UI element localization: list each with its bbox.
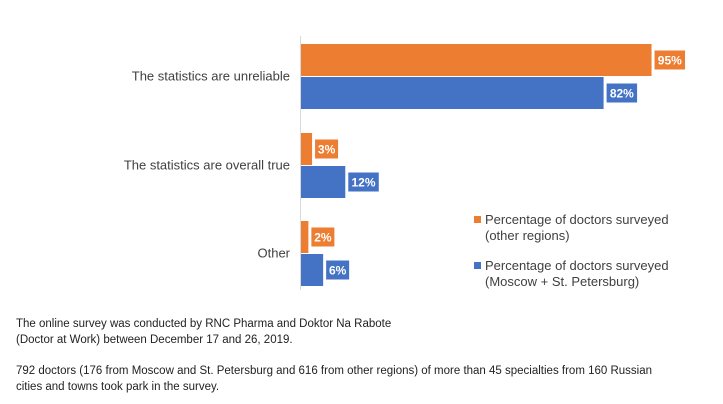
data-label-box <box>654 50 686 70</box>
footnote-participants: 792 doctors (176 from Moscow and St. Pet… <box>16 363 716 395</box>
data-label-box <box>311 227 335 247</box>
footnote-line: cities and towns took park in the survey… <box>16 381 220 393</box>
bar-chart: 95% 82% 3% 12% 2% 6% The statistics are unrel… <box>124 36 686 290</box>
data-label-box <box>315 139 339 159</box>
data-label: 3% <box>318 143 336 157</box>
category-label: The statistics are overall true <box>124 158 290 173</box>
data-label-box <box>606 83 638 103</box>
legend-item-moscow-spb: Percentage of doctors surveyed (Moscow +… <box>474 258 719 290</box>
legend-swatch-blue <box>474 262 481 269</box>
footnote-line: The online survey was conducted by RNC P… <box>16 318 392 330</box>
data-label-box <box>326 260 350 280</box>
legend-label-line2: (Moscow + St. Petersburg) <box>485 274 640 289</box>
category-label: The statistics are unreliable <box>132 69 290 84</box>
data-label-box <box>348 172 379 192</box>
bar-other-regions-1 <box>301 133 313 165</box>
legend-swatch-orange <box>474 216 481 223</box>
bars-group: 95% 82% 3% 12% 2% 6% <box>301 44 686 286</box>
data-label: 2% <box>314 231 332 245</box>
footnote-line: (Doctor at Work) between December 17 and… <box>16 334 293 346</box>
data-label: 95% <box>658 54 682 68</box>
bar-other-regions-0 <box>301 44 652 76</box>
bar-moscow-spb-0 <box>301 77 604 109</box>
bar-moscow-spb-1 <box>301 166 346 198</box>
footnote-line: 792 doctors (176 from Moscow and St. Pet… <box>16 365 653 377</box>
data-label: 6% <box>329 264 347 278</box>
data-label: 12% <box>352 176 376 190</box>
legend-label-line2: (other regions) <box>485 228 570 243</box>
legend-label-line1: Percentage of doctors surveyed <box>485 258 669 273</box>
data-label: 82% <box>610 87 634 101</box>
legend-label-line1: Percentage of doctors surveyed <box>485 212 669 227</box>
bar-moscow-spb-2 <box>301 254 324 286</box>
footnote-survey-info: The online survey was conducted by RNC P… <box>16 316 716 348</box>
legend-item-other-regions: Percentage of doctors surveyed (other re… <box>474 212 719 244</box>
legend: Percentage of doctors surveyed (other re… <box>474 212 719 304</box>
category-label: Other <box>257 246 290 261</box>
bar-other-regions-2 <box>301 221 309 253</box>
